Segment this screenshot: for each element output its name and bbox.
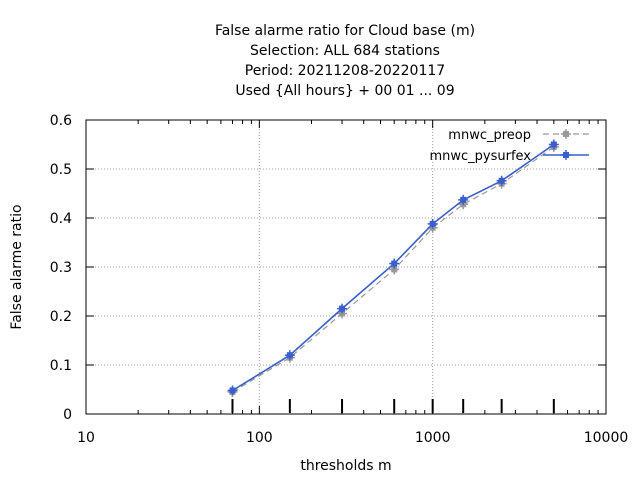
y-axis-label: False alarme ratio	[9, 204, 25, 329]
series	[227, 139, 559, 397]
grid	[86, 120, 606, 414]
y-tick-label: 0.6	[50, 113, 72, 129]
y-tick-label: 0.2	[50, 309, 72, 325]
x-axis-label: thresholds m	[300, 458, 391, 474]
x-tick-label: 100	[246, 430, 273, 446]
chart-title: False alarme ratio for Cloud base (m) Sel…	[215, 23, 475, 99]
threshold-marks	[231, 399, 555, 413]
title-line: False alarme ratio for Cloud base (m)	[215, 23, 475, 39]
title-line: Period: 20211208-20220117	[245, 63, 445, 79]
y-tick-label: 0.3	[50, 260, 72, 276]
y-axis: 0 0.1 0.2 0.3 0.4 0.5 0.6	[50, 113, 606, 423]
y-tick-label: 0	[63, 407, 72, 423]
legend: mnwc_preop mnwc_pysurfex	[429, 128, 589, 164]
x-axis: 10 100 1000 10000	[77, 120, 628, 446]
x-tick-label: 1000	[415, 430, 451, 446]
x-tick-label: 10	[77, 430, 95, 446]
series-line	[232, 143, 555, 392]
y-tick-label: 0.4	[50, 211, 72, 227]
series-line	[232, 146, 555, 393]
title-line: Used {All hours} + 00 01 ... 09	[235, 83, 454, 99]
legend-label: mnwc_pysurfex	[429, 149, 531, 164]
series-mnwc_preop	[227, 141, 559, 397]
legend-label: mnwc_preop	[448, 128, 531, 143]
x-tick-label: 10000	[584, 430, 629, 446]
y-tick-label: 0.5	[50, 162, 72, 178]
title-line: Selection: ALL 684 stations	[250, 43, 440, 59]
y-tick-label: 0.1	[50, 358, 72, 374]
series-mnwc_pysurfex	[227, 139, 559, 396]
